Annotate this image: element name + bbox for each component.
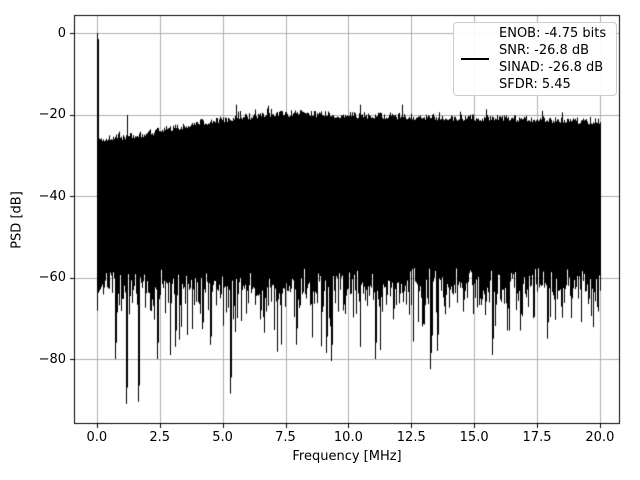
y-tick-label: −80 (38, 351, 66, 367)
x-tick-label: 0.0 (86, 430, 108, 445)
x-axis-label: Frequency [MHz] (292, 449, 402, 464)
legend-entry-sfdr: SFDR: 5.45 (499, 77, 571, 92)
y-tick-label: −20 (38, 107, 66, 122)
x-tick-label: 20.0 (585, 430, 615, 445)
legend-entry-sinad: SINAD: -26.8 dB (499, 60, 604, 75)
legend-entry-snr: SNR: -26.8 dB (499, 43, 590, 58)
x-tick-label: 2.5 (149, 430, 171, 445)
x-tick-label: 5.0 (212, 430, 233, 445)
legend-entry-enob: ENOB: -4.75 bits (499, 26, 607, 41)
x-tick-label: 10.0 (333, 430, 363, 445)
y-tick-label: 0 (57, 25, 66, 41)
y-tick-label: −40 (38, 188, 66, 204)
legend-line-sample-icon (461, 58, 489, 60)
x-tick-label: 15.0 (459, 430, 489, 445)
y-tick-label: −60 (38, 270, 66, 285)
legend-entries: ENOB: -4.75 bits SNR: -26.8 dB SINAD: -2… (499, 25, 610, 93)
x-tick-label: 17.5 (522, 430, 552, 445)
x-tick-label: 12.5 (396, 430, 426, 445)
x-tick-label: 7.5 (275, 430, 296, 445)
legend: ENOB: -4.75 bits SNR: -26.8 dB SINAD: -2… (453, 22, 617, 96)
